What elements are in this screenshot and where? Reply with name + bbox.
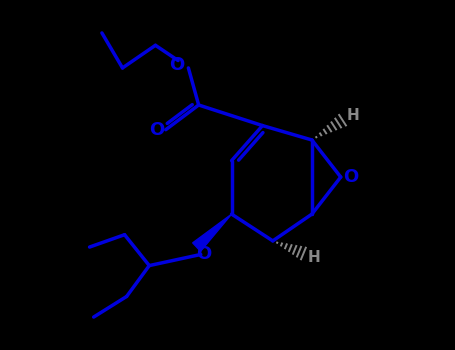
Polygon shape [192, 214, 232, 251]
Text: O: O [197, 245, 212, 264]
Text: H: H [308, 250, 320, 265]
Text: O: O [344, 168, 359, 186]
Text: O: O [149, 121, 164, 139]
Text: H: H [347, 108, 359, 123]
Text: O: O [169, 56, 184, 74]
